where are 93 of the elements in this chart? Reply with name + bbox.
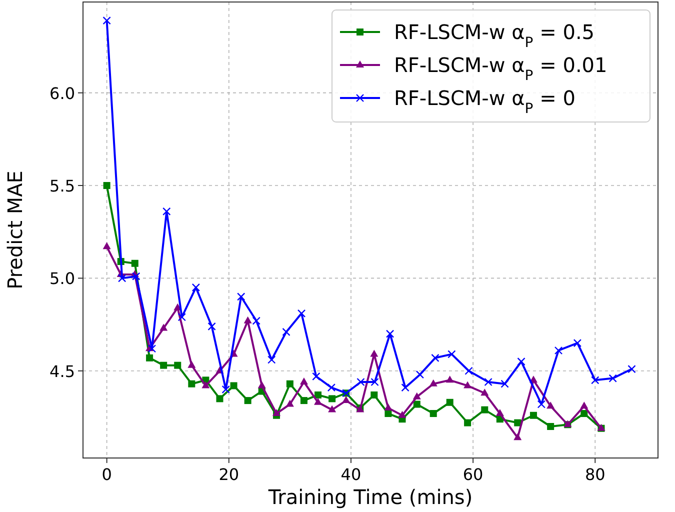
point <box>401 383 410 392</box>
point <box>530 412 537 419</box>
point <box>412 392 421 400</box>
point <box>370 350 378 357</box>
point <box>314 391 322 398</box>
point <box>431 354 440 362</box>
y-tick-label: 6.0 <box>50 84 75 103</box>
point <box>282 328 290 336</box>
point <box>252 316 260 325</box>
point <box>132 272 140 280</box>
point <box>546 402 555 409</box>
point <box>148 344 156 353</box>
point <box>430 410 437 418</box>
point <box>496 409 504 416</box>
point <box>398 410 406 418</box>
legend-label: RF-LSCM-w α$_{P}$ = 0.01 <box>394 53 608 84</box>
point <box>216 395 224 402</box>
y-tick-label: 4.5 <box>50 362 75 381</box>
point <box>464 419 472 426</box>
point <box>244 397 252 404</box>
point <box>608 374 617 382</box>
legend-label: RF-LSCM-w α$_{P}$ = 0.5 <box>394 20 595 51</box>
point <box>268 356 276 364</box>
point <box>222 385 230 394</box>
point <box>188 380 196 388</box>
point <box>342 396 350 404</box>
point <box>514 433 522 440</box>
point <box>370 391 378 398</box>
point <box>517 358 526 366</box>
point <box>146 354 154 362</box>
point <box>300 378 308 384</box>
point <box>272 409 280 416</box>
x-tick-label: 0 <box>102 465 112 484</box>
point <box>327 383 336 392</box>
point <box>429 379 438 386</box>
point <box>258 381 266 388</box>
x-axis-title: Training Time (mins) <box>267 485 473 509</box>
point <box>192 283 200 292</box>
point <box>102 16 111 25</box>
point <box>514 419 522 426</box>
point <box>328 405 336 412</box>
point <box>554 346 563 355</box>
point <box>118 274 126 282</box>
x-tick-label: 60 <box>462 465 484 484</box>
x-tick-label: 40 <box>340 465 362 484</box>
point <box>102 242 111 250</box>
point <box>573 338 582 348</box>
point <box>580 402 588 409</box>
point <box>446 376 454 383</box>
point <box>236 292 246 301</box>
point <box>174 362 182 369</box>
point <box>446 398 454 406</box>
point <box>178 313 186 322</box>
point <box>481 406 488 414</box>
x-tick-label: 20 <box>218 465 240 484</box>
point <box>591 376 600 384</box>
point <box>312 372 320 381</box>
y-tick-label: 5.0 <box>50 269 75 288</box>
point <box>244 316 252 324</box>
point <box>464 381 472 388</box>
point <box>580 410 588 418</box>
y-axis-title: Predict MAE <box>3 170 27 290</box>
point <box>370 378 379 386</box>
y-tick-label: 5.5 <box>50 176 75 196</box>
point <box>286 400 294 407</box>
point <box>162 207 171 216</box>
point <box>386 330 394 338</box>
point <box>230 382 238 390</box>
x-tick-label: 80 <box>584 465 606 484</box>
point <box>448 350 456 358</box>
point <box>384 410 392 418</box>
legend-label: RF-LSCM-w α$_{P}$ = 0 <box>394 86 576 117</box>
point <box>300 397 308 404</box>
point <box>500 380 509 388</box>
point <box>103 182 110 190</box>
point <box>202 381 210 388</box>
point <box>328 395 336 402</box>
point <box>480 388 489 396</box>
point <box>286 380 294 388</box>
point <box>297 309 306 318</box>
point <box>188 360 196 368</box>
point <box>160 362 168 369</box>
point <box>416 370 424 379</box>
point <box>160 324 168 331</box>
point <box>131 260 138 267</box>
point <box>464 366 473 375</box>
point <box>484 378 492 386</box>
point <box>537 400 546 408</box>
point <box>547 422 554 430</box>
point <box>208 322 216 330</box>
point <box>413 400 420 408</box>
point <box>628 364 636 374</box>
point <box>356 378 365 386</box>
